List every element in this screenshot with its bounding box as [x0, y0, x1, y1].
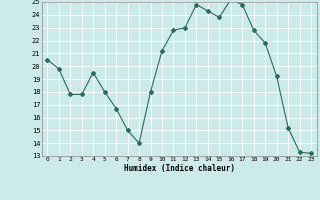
X-axis label: Humidex (Indice chaleur): Humidex (Indice chaleur)	[124, 164, 235, 173]
